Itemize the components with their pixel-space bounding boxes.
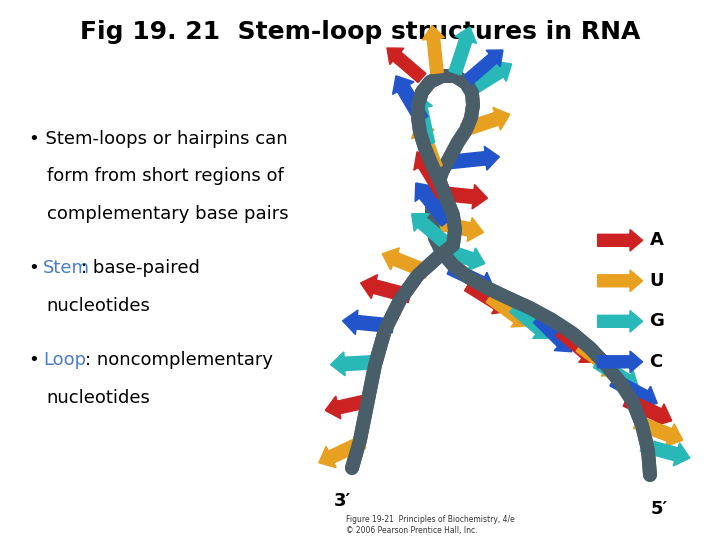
Polygon shape: [408, 94, 435, 145]
Text: U: U: [649, 272, 664, 290]
Text: nucleotides: nucleotides: [47, 389, 150, 407]
Polygon shape: [423, 25, 444, 73]
Polygon shape: [330, 352, 380, 376]
Polygon shape: [461, 107, 510, 136]
Polygon shape: [598, 230, 643, 251]
Polygon shape: [610, 374, 657, 408]
Text: : noncomplementary: : noncomplementary: [85, 351, 273, 369]
Text: • Stem-loops or hairpins can: • Stem-loops or hairpins can: [29, 130, 287, 147]
Polygon shape: [319, 436, 366, 468]
Text: C: C: [649, 353, 663, 371]
Polygon shape: [343, 310, 394, 334]
Text: complementary base pairs: complementary base pairs: [47, 205, 289, 223]
Text: Figure 19-21  Principles of Biochemistry, 4/e
© 2006 Pearson Prentice Hall, Inc.: Figure 19-21 Principles of Biochemistry,…: [346, 515, 514, 535]
Text: •: •: [29, 259, 45, 277]
Polygon shape: [593, 356, 639, 391]
Polygon shape: [436, 185, 487, 209]
Text: Stem: Stem: [42, 259, 90, 277]
Text: : base-paired: : base-paired: [81, 259, 199, 277]
Polygon shape: [392, 76, 428, 124]
Polygon shape: [556, 326, 596, 362]
Polygon shape: [598, 351, 643, 373]
Polygon shape: [624, 394, 672, 426]
Text: Loop: Loop: [42, 351, 86, 369]
Text: 3′: 3′: [333, 492, 351, 510]
Polygon shape: [415, 183, 452, 226]
Polygon shape: [412, 121, 442, 171]
Polygon shape: [634, 416, 683, 447]
Polygon shape: [412, 214, 452, 250]
Polygon shape: [436, 242, 485, 271]
Polygon shape: [387, 48, 426, 83]
Polygon shape: [640, 438, 690, 466]
Polygon shape: [598, 270, 643, 292]
Text: nucleotides: nucleotides: [47, 297, 150, 315]
Polygon shape: [576, 341, 619, 376]
Polygon shape: [447, 262, 494, 294]
Polygon shape: [382, 248, 431, 278]
Text: Fig 19. 21  Stem-loop structures in RNA: Fig 19. 21 Stem-loop structures in RNA: [80, 20, 640, 44]
Polygon shape: [361, 275, 412, 302]
Polygon shape: [464, 279, 510, 314]
Polygon shape: [464, 50, 503, 85]
Polygon shape: [598, 310, 643, 332]
Polygon shape: [449, 146, 500, 170]
Text: •: •: [29, 351, 45, 369]
Text: 5′: 5′: [650, 501, 667, 518]
Polygon shape: [433, 215, 483, 241]
Polygon shape: [534, 313, 572, 352]
Polygon shape: [414, 152, 449, 199]
Text: form from short regions of: form from short regions of: [47, 167, 284, 185]
Text: A: A: [649, 231, 663, 249]
Text: G: G: [649, 312, 665, 330]
Polygon shape: [449, 27, 477, 75]
Polygon shape: [467, 61, 512, 96]
Polygon shape: [486, 292, 529, 327]
Polygon shape: [510, 302, 550, 338]
Polygon shape: [325, 394, 374, 419]
